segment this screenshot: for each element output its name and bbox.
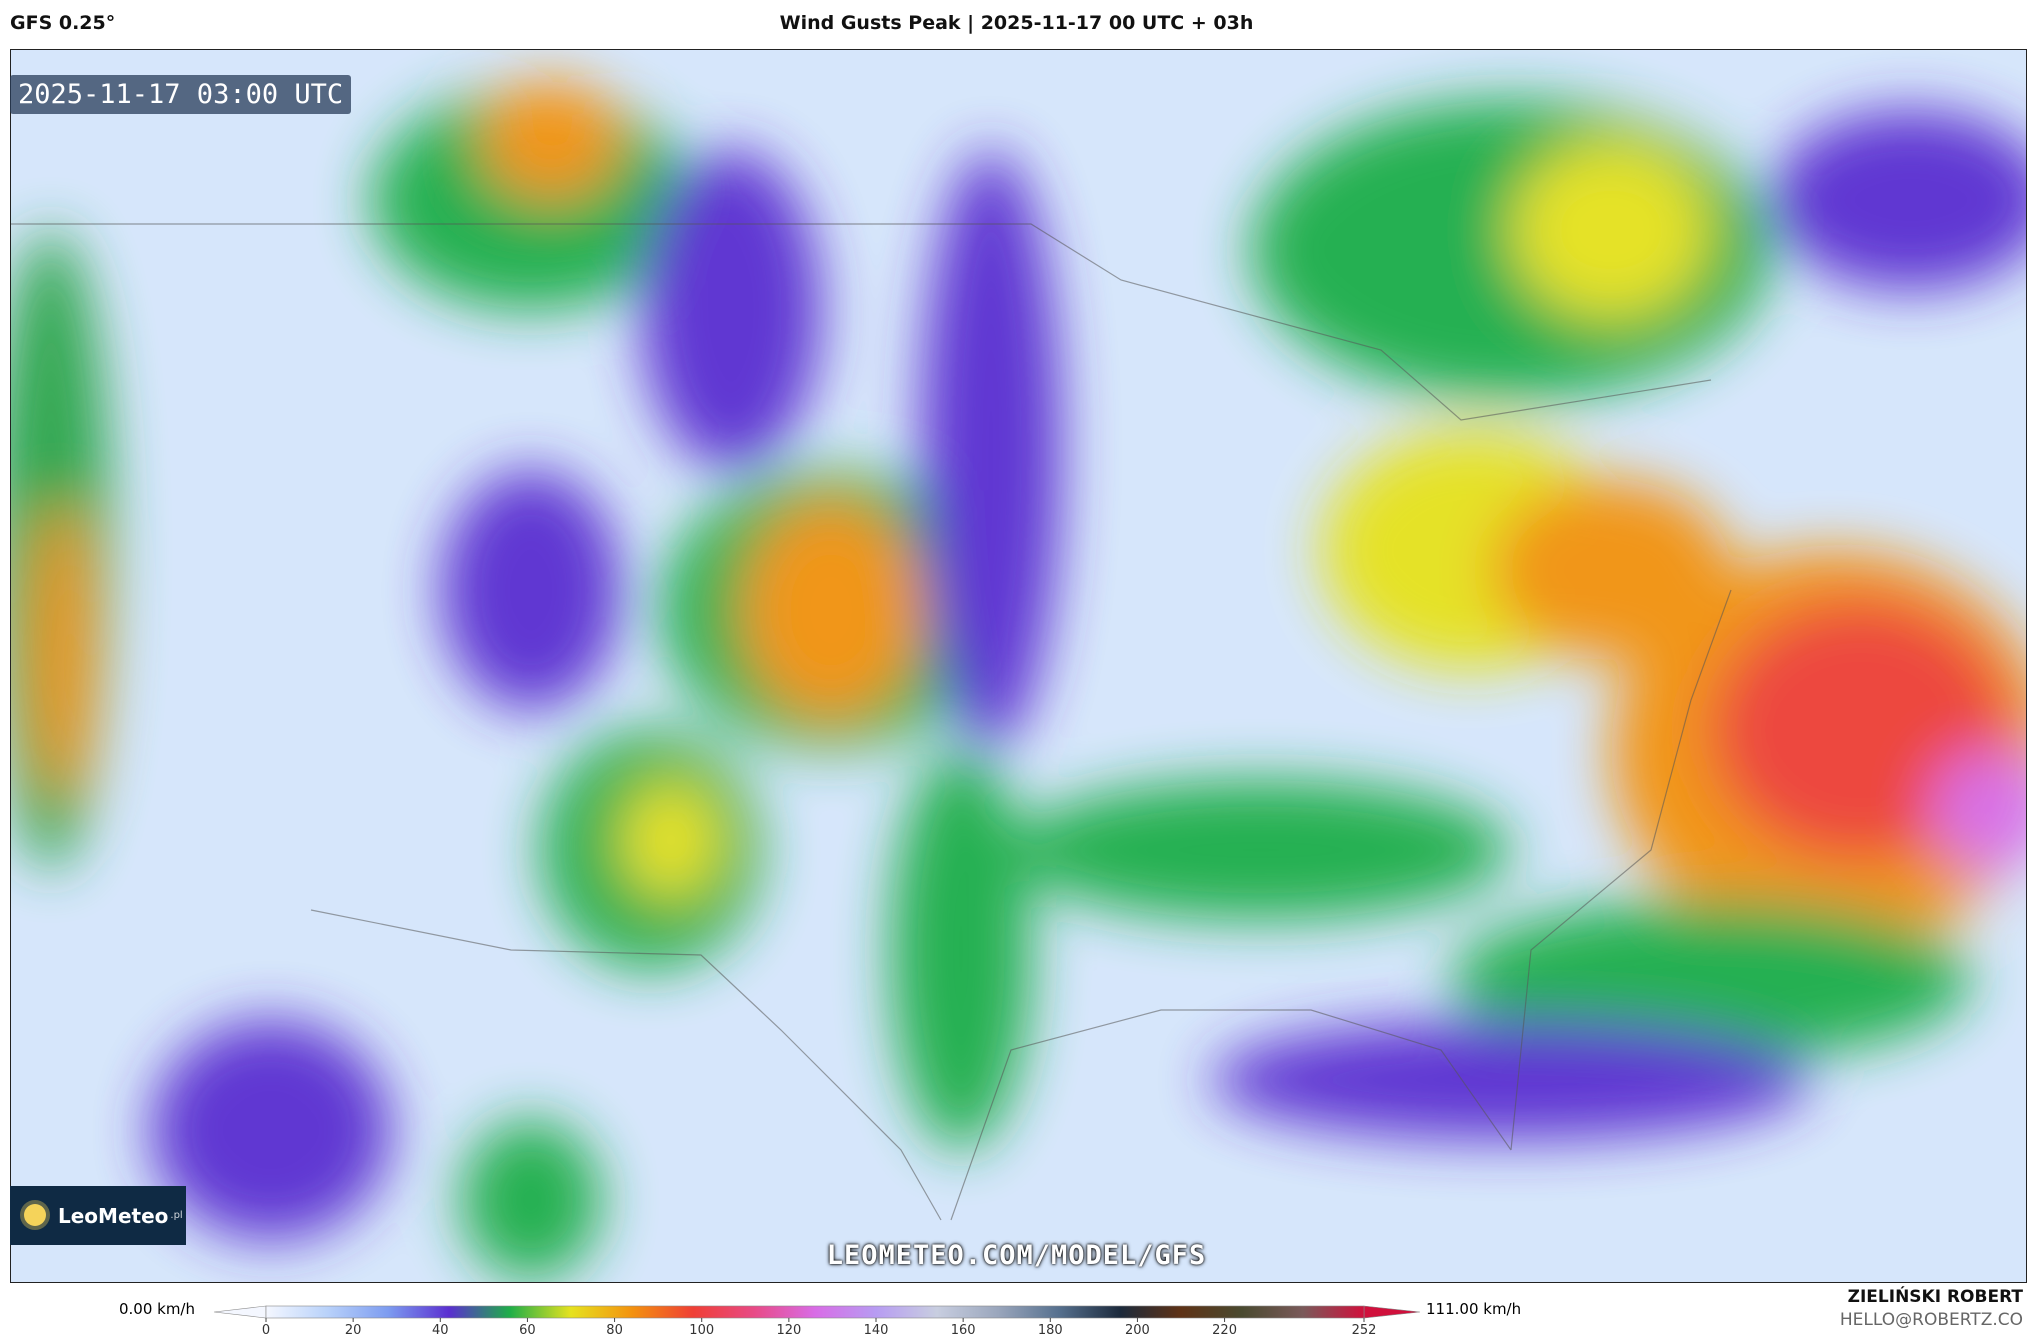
colorbar-tick-label: 200	[1125, 1323, 1150, 1337]
colorbar-tick-label: 80	[606, 1323, 623, 1337]
colorbar-tick-label: 140	[864, 1323, 889, 1337]
colorbar-tick-label: 0	[262, 1323, 270, 1337]
model-label: GFS 0.25°	[10, 12, 116, 34]
colorbar-tick-label: 60	[519, 1323, 536, 1337]
colorbar-min-label: 0.00 km/h	[119, 1300, 195, 1318]
colorbar-tick-label: 220	[1212, 1323, 1237, 1337]
watermark: LEOMETEO.COM/MODEL/GFS	[826, 1240, 1207, 1271]
logo-suffix: .pl	[170, 1210, 183, 1221]
colorbar-tick-label: 160	[951, 1323, 976, 1337]
colorbar-tick-label: 20	[345, 1323, 362, 1337]
colorbar-tick-label: 40	[432, 1323, 449, 1337]
logo[interactable]: LeoMeteo .pl	[10, 1186, 186, 1245]
colorbar-tick-label: 252	[1352, 1323, 1377, 1337]
colorbar-tick-label: 120	[776, 1323, 801, 1337]
map-title: Wind Gusts Peak | 2025-11-17 00 UTC + 03…	[779, 12, 1254, 34]
colorbar-tick-label: 100	[689, 1323, 714, 1337]
email: HELLO@ROBERTZ.CO	[1839, 1310, 2023, 1330]
colorbar-arrow-right	[1363, 1305, 1421, 1319]
map-field	[11, 50, 2026, 1282]
colorbar-tick-label: 180	[1038, 1323, 1063, 1337]
colorbar-gradient	[265, 1305, 1365, 1319]
colorbar-arrow-left	[213, 1305, 267, 1319]
author: ZIELIŃSKI ROBERT	[1847, 1287, 2023, 1307]
logo-icon	[24, 1204, 46, 1226]
weather-map	[10, 49, 2027, 1283]
colorbar-max-label: 111.00 km/h	[1426, 1300, 1521, 1318]
valid-time: 2025-11-17 03:00 UTC	[10, 75, 352, 114]
logo-text: LeoMeteo	[58, 1203, 169, 1228]
colorbar: 0.00 km/h 111.00 km/h 0 20 40 60 80 100 120 140…	[119, 1300, 1521, 1337]
